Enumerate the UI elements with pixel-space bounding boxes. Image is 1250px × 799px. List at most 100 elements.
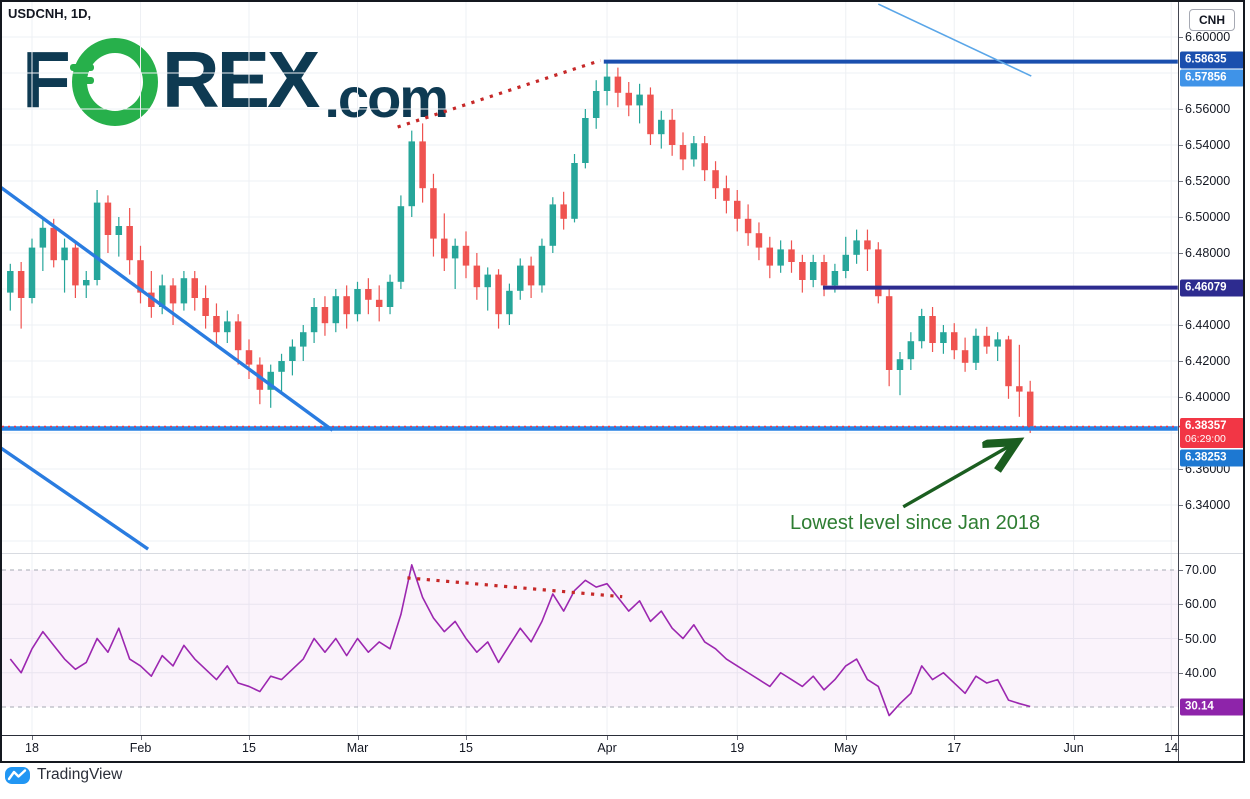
candle[interactable] — [289, 346, 296, 361]
candle[interactable] — [202, 298, 209, 316]
candle[interactable] — [896, 359, 904, 370]
candle[interactable] — [929, 316, 936, 343]
horizontal-level-lines[interactable] — [2, 59, 1244, 431]
candle[interactable] — [983, 335, 991, 347]
candle[interactable] — [658, 119, 665, 135]
candle[interactable] — [7, 271, 14, 293]
candle[interactable] — [267, 371, 274, 390]
candle[interactable] — [354, 289, 361, 315]
candle[interactable] — [397, 206, 405, 282]
candle[interactable] — [375, 299, 383, 307]
rsi-line-series[interactable] — [9, 564, 1031, 717]
candle[interactable] — [1005, 339, 1012, 387]
pane-separator[interactable] — [2, 553, 1244, 554]
tradingview-logo[interactable]: TradingView — [5, 766, 122, 784]
candle[interactable] — [419, 141, 426, 189]
candle[interactable] — [158, 285, 166, 307]
candle[interactable] — [495, 274, 502, 315]
candle[interactable] — [310, 307, 318, 333]
candle[interactable] — [549, 204, 557, 246]
candle[interactable] — [636, 94, 643, 106]
candle[interactable] — [50, 227, 57, 261]
candle[interactable] — [321, 307, 329, 324]
candle[interactable] — [408, 141, 416, 207]
candle[interactable] — [484, 274, 491, 288]
candle[interactable] — [734, 200, 741, 219]
candle[interactable] — [712, 170, 719, 189]
candle[interactable] — [61, 247, 68, 261]
annotation-arrow[interactable] — [902, 443, 1015, 509]
candle[interactable] — [39, 227, 47, 248]
candle[interactable] — [137, 260, 144, 293]
candle[interactable] — [1026, 391, 1034, 427]
candle[interactable] — [72, 247, 79, 286]
candle[interactable] — [864, 240, 871, 250]
candle[interactable] — [332, 296, 340, 324]
candle[interactable] — [213, 316, 220, 333]
candle[interactable] — [343, 296, 350, 315]
candle[interactable] — [679, 145, 687, 160]
candle[interactable] — [538, 245, 546, 286]
candle[interactable] — [1016, 386, 1023, 392]
candle[interactable] — [668, 119, 676, 145]
candle[interactable] — [83, 280, 90, 286]
candle[interactable] — [462, 245, 470, 266]
candle[interactable] — [723, 188, 730, 201]
candle[interactable] — [115, 226, 123, 235]
candle[interactable] — [842, 254, 850, 271]
candle[interactable] — [506, 290, 513, 315]
candle[interactable] — [907, 341, 915, 360]
trendline-drawings[interactable] — [0, 3, 1032, 599]
candle[interactable] — [701, 143, 708, 171]
candle[interactable] — [278, 361, 285, 372]
main-downtrend-line[interactable] — [0, 185, 334, 432]
candle[interactable] — [788, 249, 795, 262]
candle[interactable] — [994, 339, 1001, 347]
candle[interactable] — [386, 281, 394, 307]
candle[interactable] — [582, 118, 589, 163]
candle[interactable] — [961, 350, 969, 363]
candle[interactable] — [234, 321, 242, 351]
candle[interactable] — [300, 332, 307, 347]
candle[interactable] — [875, 249, 882, 297]
candle[interactable] — [169, 285, 177, 304]
candle[interactable] — [625, 92, 633, 106]
candle[interactable] — [853, 240, 860, 255]
candle[interactable] — [799, 262, 806, 280]
candle[interactable] — [755, 233, 763, 248]
arrow-drawing[interactable] — [902, 443, 1015, 509]
candle[interactable] — [614, 76, 622, 93]
candle[interactable] — [603, 76, 611, 91]
candle[interactable] — [148, 292, 155, 307]
candle[interactable] — [560, 204, 567, 219]
candle[interactable] — [809, 262, 817, 280]
candle[interactable] — [180, 278, 188, 304]
candle[interactable] — [820, 262, 828, 286]
candle[interactable] — [430, 188, 437, 239]
candle[interactable] — [224, 321, 231, 333]
channel-lower-line[interactable] — [0, 445, 150, 551]
currency-toggle[interactable]: CNH — [1189, 9, 1235, 31]
candle[interactable] — [972, 335, 980, 363]
candle[interactable] — [517, 265, 524, 291]
candle[interactable] — [473, 265, 481, 288]
candle[interactable] — [647, 94, 654, 135]
candle[interactable] — [28, 247, 36, 298]
candle[interactable] — [831, 271, 839, 286]
candle[interactable] — [777, 249, 784, 266]
candle[interactable] — [191, 278, 199, 298]
candlestick-series[interactable] — [7, 62, 1034, 433]
candle[interactable] — [93, 202, 101, 280]
candle[interactable] — [527, 265, 535, 286]
candle[interactable] — [126, 226, 133, 261]
candle[interactable] — [441, 238, 448, 259]
candle[interactable] — [690, 143, 698, 160]
candle[interactable] — [17, 271, 25, 298]
candle[interactable] — [571, 163, 578, 219]
candle[interactable] — [951, 332, 958, 351]
candle[interactable] — [918, 316, 925, 342]
candle[interactable] — [451, 245, 459, 259]
candle[interactable] — [766, 247, 774, 266]
candle[interactable] — [245, 350, 253, 365]
